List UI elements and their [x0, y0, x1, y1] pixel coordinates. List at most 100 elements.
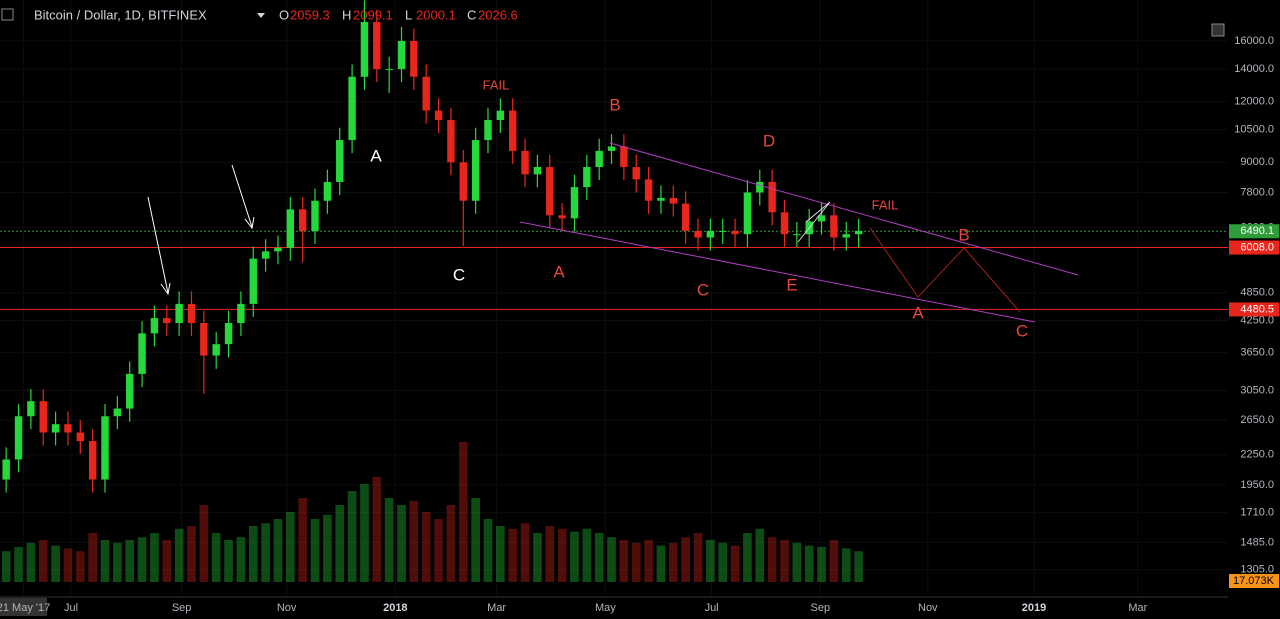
- crosshair-button[interactable]: [1, 8, 14, 21]
- y-tick-label: 1305.0: [1240, 564, 1274, 576]
- x-tick-label: Nov: [918, 602, 938, 614]
- candle-body: [385, 69, 393, 71]
- annotation: A: [553, 262, 565, 281]
- y-tick-label: 12000.0: [1234, 96, 1274, 108]
- x-tick-label: Mar: [1128, 602, 1147, 614]
- candle-body: [780, 212, 789, 235]
- candle-body: [76, 432, 85, 442]
- candle-body: [360, 22, 369, 77]
- volume-bar: [767, 537, 777, 582]
- candle-body: [657, 197, 665, 201]
- y-tick-label: 9000.0: [1240, 156, 1274, 168]
- ohlc-value: 2000.1: [416, 7, 456, 22]
- volume-bar: [570, 531, 579, 582]
- volume-bar: [792, 542, 802, 582]
- volume-bar: [75, 551, 85, 582]
- volume-bar: [496, 526, 505, 582]
- candle-body: [200, 323, 208, 356]
- grid-layer: [0, 0, 1228, 595]
- annotation: A: [370, 146, 382, 165]
- candle-body: [595, 150, 603, 168]
- volume-bar: [458, 442, 468, 582]
- volume-bar: [656, 545, 666, 582]
- volume-bar: [372, 477, 382, 582]
- volume-bar: [26, 542, 36, 582]
- volume-bar: [854, 551, 863, 582]
- y-tick-label: 2650.0: [1240, 414, 1274, 426]
- ohlc-value: 2099.1: [353, 7, 393, 22]
- volume-bar: [841, 548, 851, 582]
- volume-bar: [14, 547, 23, 582]
- volume-bar: [125, 540, 135, 582]
- volume-bar: [310, 519, 320, 582]
- candle-body: [126, 373, 134, 409]
- candle-body: [261, 251, 270, 259]
- ohlc-value: 2059.3: [290, 7, 330, 22]
- annotation: B: [958, 225, 969, 244]
- volume-bar: [718, 542, 728, 582]
- volume-bar: [236, 537, 246, 582]
- candle-body: [51, 424, 60, 433]
- y-tick-label: 14000.0: [1234, 63, 1274, 75]
- candle-body: [546, 167, 554, 216]
- candle-body: [558, 215, 566, 219]
- y-tick-label: 3050.0: [1240, 384, 1274, 396]
- dropdown-caret[interactable]: [257, 13, 265, 18]
- candle-body: [743, 192, 752, 235]
- volume-bar: [248, 526, 258, 582]
- x-tick-label: Nov: [277, 602, 297, 614]
- x-tick-label: Mar: [487, 602, 506, 614]
- volume-bar: [51, 545, 60, 582]
- candle-body: [212, 344, 220, 356]
- candle-body: [224, 323, 233, 345]
- candle-body: [373, 22, 381, 70]
- candle-body: [681, 203, 690, 231]
- volume-bar: [607, 537, 616, 582]
- cursor-date-box: [0, 598, 47, 616]
- volume-bar: [335, 505, 345, 582]
- candle-body: [348, 76, 356, 141]
- candle-body: [508, 110, 517, 151]
- y-tick-label: 1950.0: [1240, 479, 1274, 491]
- volume-bar: [706, 540, 715, 582]
- annotation: C: [453, 265, 465, 284]
- candle-body: [620, 146, 628, 168]
- volume-bar: [730, 545, 740, 582]
- volume-bar: [323, 514, 332, 582]
- volume-bar: [100, 540, 110, 582]
- price-line-box: [1229, 240, 1279, 255]
- arrow-head: [160, 282, 171, 296]
- trend-line: [609, 142, 1079, 276]
- candle-body: [138, 333, 146, 374]
- candle-body: [607, 146, 616, 151]
- arrow: [147, 196, 169, 294]
- candle-body: [274, 247, 282, 252]
- volume-bar: [298, 498, 307, 582]
- candle-body: [447, 119, 455, 163]
- candle-body: [570, 187, 579, 219]
- candle-body: [422, 76, 430, 111]
- candle-body: [336, 140, 344, 182]
- volume-bar: [693, 533, 703, 582]
- candle-body: [632, 167, 640, 180]
- candle-body: [397, 40, 406, 70]
- settings-button[interactable]: [1211, 23, 1225, 37]
- volume-bar: [285, 512, 295, 582]
- volume-bar: [409, 500, 419, 582]
- x-tick-label: 21 May '17: [0, 602, 50, 614]
- candle-body: [694, 230, 702, 238]
- candle-body: [817, 215, 826, 222]
- y-tick-label: 7800.0: [1240, 186, 1274, 198]
- candle-body: [88, 441, 97, 480]
- volume-bar: [347, 491, 357, 582]
- annotation: C: [697, 280, 709, 299]
- volume-bar: [211, 533, 221, 582]
- candle-body: [249, 258, 257, 304]
- candle-body: [64, 424, 72, 433]
- volume-bar: [483, 519, 493, 582]
- volume-bar: [743, 533, 752, 582]
- candle-body: [583, 167, 591, 188]
- y-tick-label: 16000.0: [1234, 35, 1274, 47]
- volume-label-box: [1229, 574, 1279, 588]
